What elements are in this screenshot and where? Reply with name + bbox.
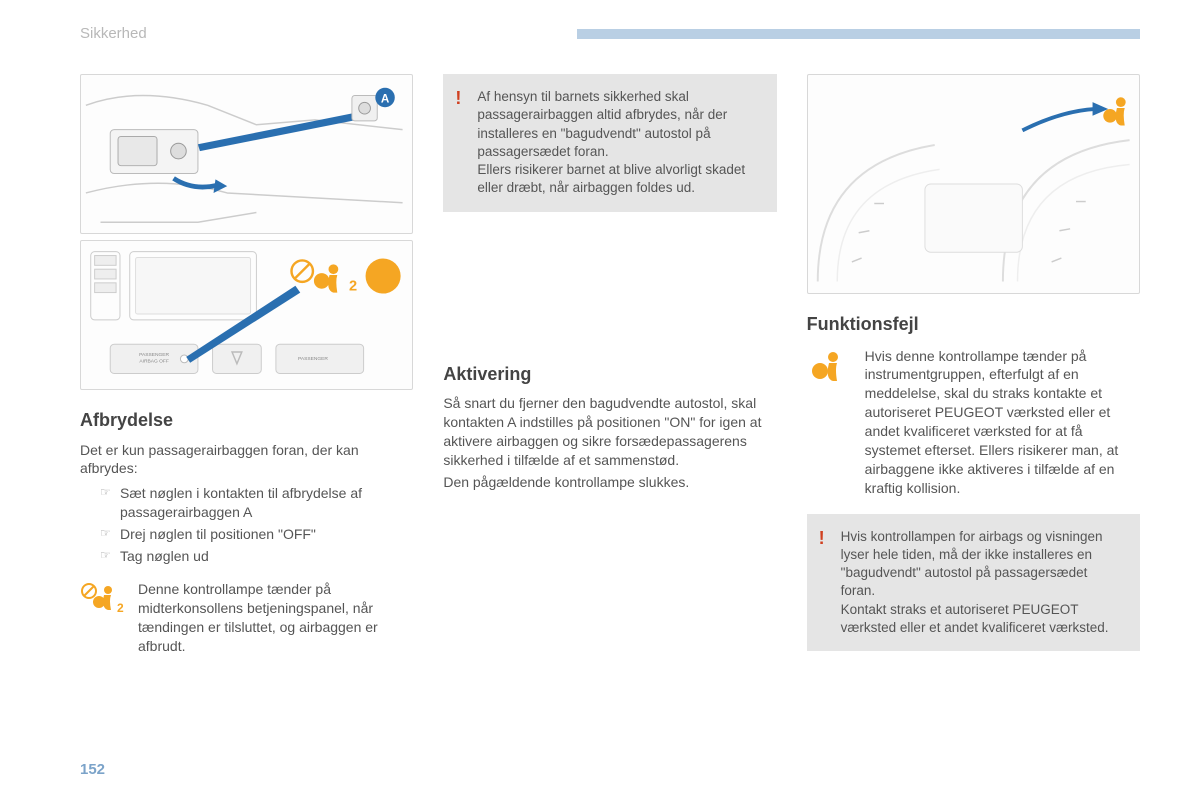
column-right: Funktionsfejl Hvis denne kontrollampe tæ… <box>807 74 1140 671</box>
intro-text: Det er kun passagerairbaggen foran, der … <box>80 441 413 479</box>
section-title: Sikkerhed <box>80 24 147 44</box>
warning-child-safety: ! Af hensyn til barnets sikkerhed skal p… <box>443 74 776 211</box>
aktivering-p1: Så snart du fjerner den bagudvendte auto… <box>443 394 776 470</box>
illustration-instrument-cluster <box>807 74 1140 294</box>
content-columns: A PASSENGER AIRBAG OFF PASSEN <box>80 74 1140 671</box>
fault-lamp-row: Hvis denne kontrollampe tænder på instru… <box>807 347 1140 498</box>
column-middle: ! Af hensyn til barnets sikkerhed skal p… <box>443 74 776 671</box>
svg-text:2: 2 <box>117 601 124 615</box>
illustration-center-console: PASSENGER AIRBAG OFF PASSENGER <box>80 240 413 390</box>
svg-text:PASSENGER: PASSENGER <box>139 352 169 358</box>
svg-text:PASSENGER: PASSENGER <box>298 356 328 362</box>
list-item: Sæt nøglen i kontakten til afbrydelse af… <box>100 484 413 522</box>
list-item: Drej nøglen til positionen "OFF" <box>100 525 413 544</box>
heading-aktivering: Aktivering <box>443 362 776 386</box>
warning-text: Af hensyn til barnets sikkerhed skal pas… <box>477 88 760 197</box>
warning-icon: ! <box>455 86 461 110</box>
column-left: A PASSENGER AIRBAG OFF PASSEN <box>80 74 413 671</box>
warning-text: Hvis kontrollampen for airbags og visnin… <box>841 528 1124 637</box>
heading-afbrydelse: Afbrydelse <box>80 408 413 432</box>
instruction-list: Sæt nøglen i kontakten til afbrydelse af… <box>80 484 413 566</box>
aktivering-p2: Den pågældende kontrollampe slukkes. <box>443 473 776 492</box>
lamp-note-text: Denne kontrollampe tænder på midterkonso… <box>138 580 413 656</box>
airbag-warning-icon <box>807 347 851 385</box>
svg-text:2: 2 <box>349 279 357 295</box>
fault-lamp-text: Hvis denne kontrollampe tænder på instru… <box>865 347 1140 498</box>
svg-text:AIRBAG OFF: AIRBAG OFF <box>139 359 168 365</box>
header-accent-bar <box>577 29 1140 39</box>
warning-icon: ! <box>819 526 825 550</box>
warning-fault: ! Hvis kontrollampen for airbags og visn… <box>807 514 1140 651</box>
lamp-note-row: 2 Denne kontrollampe tænder på midterkon… <box>80 580 413 656</box>
list-item: Tag nøglen ud <box>100 547 413 566</box>
svg-text:A: A <box>381 93 390 106</box>
airbag-off-icon: 2 <box>80 580 124 618</box>
illustration-key-switch: A <box>80 74 413 234</box>
page-header: Sikkerhed <box>80 24 1140 44</box>
page-number: 152 <box>80 760 105 780</box>
heading-funktionsfejl: Funktionsfejl <box>807 312 1140 336</box>
